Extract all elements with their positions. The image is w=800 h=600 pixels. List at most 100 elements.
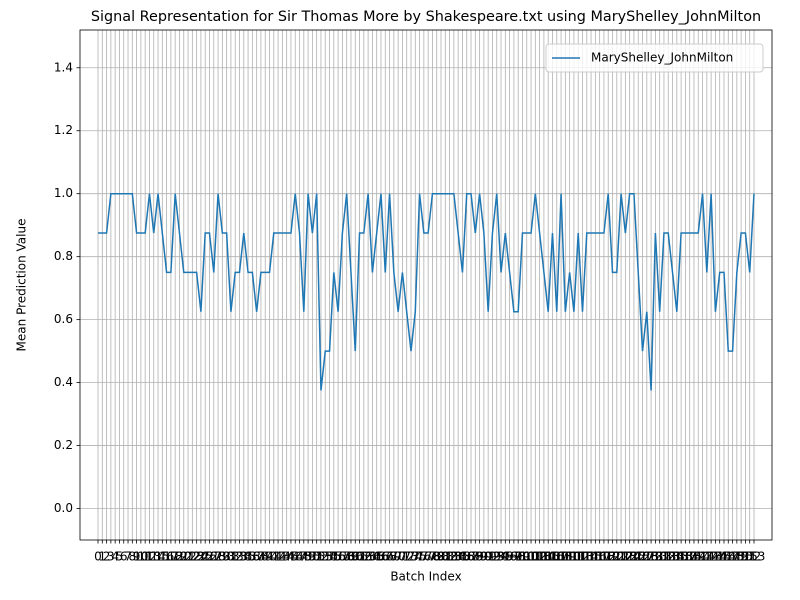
- x-tick-label: 42: [270, 550, 285, 564]
- x-tick-label: 129: [640, 550, 663, 564]
- x-tick-label: 101: [520, 550, 543, 564]
- x-tick-label: 33: [232, 550, 247, 564]
- x-tick-label: 31: [223, 550, 238, 564]
- x-tick-label: 116: [584, 550, 607, 564]
- x-tick-label: 62: [356, 550, 371, 564]
- x-tick-label: 68: [382, 550, 397, 564]
- x-tick-label: 107: [545, 550, 568, 564]
- x-tick-label: 90: [476, 550, 491, 564]
- x-tick-label: 104: [532, 550, 555, 564]
- x-tick-label: 73: [403, 550, 418, 564]
- x-tick-label: 135: [665, 550, 688, 564]
- x-tick-label: 89: [472, 550, 487, 564]
- legend-label: MaryShelley_JohnMilton: [591, 51, 733, 65]
- y-tick-label: 1.2: [54, 123, 73, 137]
- x-tick-label: 77: [421, 550, 436, 564]
- x-tick-label: 102: [524, 550, 547, 564]
- x-tick-label: 117: [588, 550, 611, 564]
- x-tick-label: 128: [635, 550, 658, 564]
- x-tick-label: 95: [498, 550, 513, 564]
- x-tick-label: 20: [176, 550, 191, 564]
- x-axis-label: Batch Index: [390, 570, 461, 584]
- x-tick-label: 118: [592, 550, 615, 564]
- x-tick-label: 74: [408, 550, 423, 564]
- plot-frame: [79, 29, 773, 541]
- x-tick-label: 49: [300, 550, 315, 564]
- x-tick-label: 35: [240, 550, 255, 564]
- x-tick-label: 84: [451, 550, 466, 564]
- x-tick-label: 108: [550, 550, 573, 564]
- x-tick-label: 28: [210, 550, 225, 564]
- x-tick-label: 71: [395, 550, 410, 564]
- data-line: [98, 192, 755, 391]
- x-tick-label: 21: [180, 550, 195, 564]
- x-tick-label: 53: [318, 550, 333, 564]
- x-tick-label: 149: [725, 550, 748, 564]
- y-tick-label: 0.4: [54, 375, 73, 389]
- x-tick-label: 37: [249, 550, 264, 564]
- x-tick-label: 153: [743, 550, 766, 564]
- x-tick-label: 27: [206, 550, 221, 564]
- x-tick-label: 136: [670, 550, 693, 564]
- x-tick-label: 10: [133, 550, 148, 564]
- x-tick-label: 81: [438, 550, 453, 564]
- x-tick-label: 147: [717, 550, 740, 564]
- x-tick-label: 97: [506, 550, 521, 564]
- x-tick-label: 151: [734, 550, 757, 564]
- x-tick-label: 43: [275, 550, 290, 564]
- x-tick-label: 0: [94, 550, 102, 564]
- x-tick-label: 100: [515, 550, 538, 564]
- x-tick-label: 98: [511, 550, 526, 564]
- x-tick-label: 44: [279, 550, 294, 564]
- x-tick-label: 40: [262, 550, 277, 564]
- x-tick-label: 66: [373, 550, 388, 564]
- y-tick-label: 0.8: [54, 249, 73, 263]
- x-tick-label: 133: [657, 550, 680, 564]
- x-tick-label: 139: [683, 550, 706, 564]
- x-tick-label: 109: [554, 550, 577, 564]
- x-tick-label: 65: [369, 550, 384, 564]
- x-tick-label: 146: [713, 550, 736, 564]
- x-tick-label: 17: [163, 550, 178, 564]
- x-tick-label: 39: [258, 550, 273, 564]
- x-tick-label: 47: [292, 550, 307, 564]
- x-tick-label: 51: [309, 550, 324, 564]
- x-tick-label: 94: [493, 550, 508, 564]
- x-tick-label: 29: [215, 550, 230, 564]
- x-tick-label: 106: [541, 550, 564, 564]
- y-tick-label: 0.6: [54, 312, 73, 326]
- x-tick-label: 110: [558, 550, 581, 564]
- x-tick-label: 19: [172, 550, 187, 564]
- x-tick-label: 143: [700, 550, 723, 564]
- x-tick-label: 45: [283, 550, 298, 564]
- x-tick-label: 131: [648, 550, 671, 564]
- x-tick-label: 16: [159, 550, 174, 564]
- x-tick-label: 8: [128, 550, 136, 564]
- x-tick-label: 7: [124, 550, 132, 564]
- x-tick-label: 57: [335, 550, 350, 564]
- x-tick-label: 91: [481, 550, 496, 564]
- x-tick-label: 137: [674, 550, 697, 564]
- y-tick-label: 0.2: [54, 438, 73, 452]
- x-tick-label: 134: [661, 550, 684, 564]
- x-tick-label: 76: [416, 550, 431, 564]
- x-tick-label: 125: [622, 550, 645, 564]
- x-tick-label: 23: [189, 550, 204, 564]
- x-tick-label: 56: [330, 550, 345, 564]
- x-tick-label: 111: [562, 550, 585, 564]
- x-tick-label: 69: [386, 550, 401, 564]
- x-tick-label: 32: [228, 550, 243, 564]
- y-tick-label: 1.4: [54, 60, 73, 74]
- x-tick-label: 80: [433, 550, 448, 564]
- x-tick-label: 60: [348, 550, 363, 564]
- x-tick-label: 88: [468, 550, 483, 564]
- x-tick-label: 46: [288, 550, 303, 564]
- x-tick-label: 145: [708, 550, 731, 564]
- x-tick-label: 13: [146, 550, 161, 564]
- x-tick-label: 48: [296, 550, 311, 564]
- x-tick-label: 4: [111, 550, 119, 564]
- x-tick-label: 93: [489, 550, 504, 564]
- y-tick-label: 0.0: [54, 501, 73, 515]
- x-tick-label: 130: [644, 550, 667, 564]
